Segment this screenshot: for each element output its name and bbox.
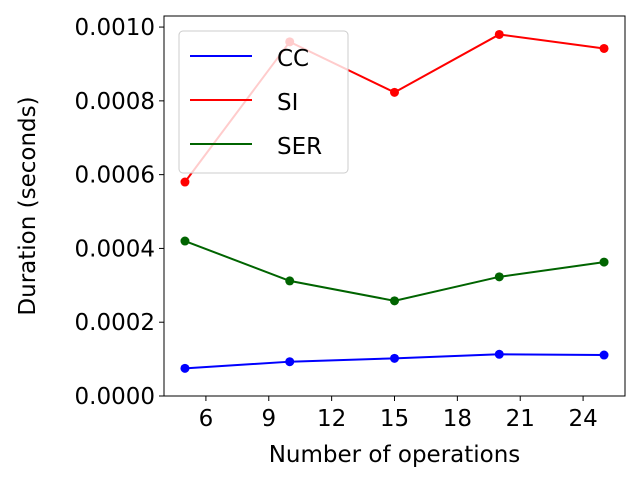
y-tick-label: 0.0010: [75, 15, 155, 41]
y-tick-label: 0.0002: [75, 310, 155, 336]
data-point-cc: [390, 353, 399, 363]
data-point-cc: [494, 349, 504, 359]
data-point-si: [180, 177, 190, 187]
y-tick-label: 0.0004: [75, 236, 155, 262]
data-point-ser: [494, 272, 504, 282]
y-axis: 0.0000 0.0002 0.0004 0.0006 0.0008 0.0010: [75, 15, 164, 410]
data-point-ser: [599, 257, 609, 267]
x-tick-label: 15: [380, 406, 409, 432]
y-axis-title: Duration (seconds): [15, 96, 41, 315]
data-point-ser: [180, 236, 190, 246]
legend: CC SI SER: [178, 30, 349, 174]
x-tick-label: 6: [199, 406, 214, 432]
data-point-cc: [285, 357, 295, 367]
data-point-si: [494, 29, 504, 39]
y-tick-label: 0.0006: [75, 163, 155, 189]
data-point-ser: [390, 296, 399, 306]
data-point-cc: [180, 363, 190, 373]
legend-box: [178, 30, 349, 174]
x-axis-title: Number of operations: [269, 442, 521, 468]
legend-label-ser: SER: [277, 134, 322, 160]
y-tick-label: 0.0008: [75, 89, 155, 115]
data-point-cc: [599, 350, 609, 360]
x-tick-label: 24: [568, 406, 597, 432]
x-tick-label: 9: [261, 406, 276, 432]
data-point-si: [390, 87, 399, 97]
x-tick-label: 12: [317, 406, 346, 432]
x-tick-label: 18: [443, 406, 472, 432]
legend-label-cc: CC: [277, 46, 309, 72]
data-point-si: [599, 43, 609, 53]
x-axis: 6 9 12 15 18 21 24: [199, 396, 598, 432]
series-line-ser: [184, 240, 605, 302]
legend-label-si: SI: [277, 90, 298, 116]
data-point-ser: [285, 276, 295, 286]
x-tick-label: 21: [506, 406, 535, 432]
y-tick-label: 0.0000: [75, 384, 155, 410]
